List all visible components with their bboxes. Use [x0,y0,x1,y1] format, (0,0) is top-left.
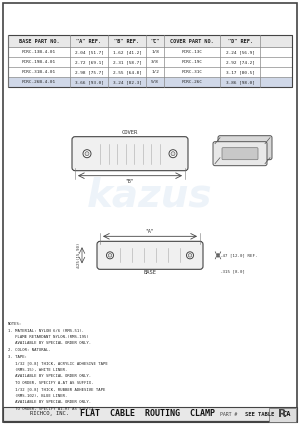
Circle shape [171,152,175,156]
FancyBboxPatch shape [97,241,203,269]
Text: FCRC-13B-4-01: FCRC-13B-4-01 [22,50,56,54]
FancyBboxPatch shape [213,142,267,166]
Bar [8,47,292,57]
Text: R: R [278,409,286,419]
Bar [8,77,292,87]
Text: RICHCO, INC.: RICHCO, INC. [31,411,70,416]
Text: 3/8: 3/8 [151,60,159,64]
FancyBboxPatch shape [222,147,258,160]
Text: 1/2: 1/2 [151,70,159,74]
Text: "A": "A" [146,230,154,234]
Text: SEE TABLE: SEE TABLE [245,411,274,416]
Text: PART #: PART # [220,411,237,416]
Text: 2.55 [64.8]: 2.55 [64.8] [112,70,141,74]
Text: TO ORDER, SPECIFY A-AT AS SUFFIX.: TO ORDER, SPECIFY A-AT AS SUFFIX. [8,380,94,385]
Text: 5/8: 5/8 [151,80,159,84]
Text: 3. TAPE:: 3. TAPE: [8,354,27,359]
Circle shape [85,152,89,156]
Circle shape [83,150,91,158]
Text: FCRC-13C: FCRC-13C [182,50,203,54]
Text: "B": "B" [126,178,134,184]
Bar [8,35,292,47]
Text: FCRC-26B-4-01: FCRC-26B-4-01 [22,80,56,84]
Text: 2.31 [58.7]: 2.31 [58.7] [112,60,141,64]
Text: FCRC-19B-4-01: FCRC-19B-4-01 [22,60,56,64]
Text: kazus: kazus [87,176,213,214]
Text: 1/8: 1/8 [151,50,159,54]
Text: 2.98 [75.7]: 2.98 [75.7] [75,70,104,74]
Text: "C": "C" [150,39,160,43]
Text: COVER: COVER [122,130,138,135]
Text: 1/32 [0.8] THICK, ACRYLIC ADHESIVE TAPE: 1/32 [0.8] THICK, ACRYLIC ADHESIVE TAPE [8,361,108,365]
Text: "A" REF.: "A" REF. [76,39,101,43]
FancyBboxPatch shape [218,136,272,160]
Bar [3,407,297,421]
Text: NOTES:: NOTES: [8,322,22,326]
Bar [8,35,292,87]
Text: "D" REF.: "D" REF. [227,39,253,43]
Text: 2. COLOR: NATURAL.: 2. COLOR: NATURAL. [8,348,51,352]
Bar [269,408,296,422]
Text: .315 [8.0]: .315 [8.0] [220,269,245,273]
Text: COVER PART NO.: COVER PART NO. [170,39,214,43]
Text: FCRC-31B-4-01: FCRC-31B-4-01 [22,70,56,74]
Text: 3.24 [82.3]: 3.24 [82.3] [112,80,141,84]
Text: 3.17 [80.5]: 3.17 [80.5] [226,70,254,74]
Text: (RMS-102), BLUE LINER.: (RMS-102), BLUE LINER. [8,394,68,397]
Bar [8,67,292,77]
Text: 2.92 [74.2]: 2.92 [74.2] [226,60,254,64]
Text: FCRC-26C: FCRC-26C [182,80,203,84]
Text: .625(15.90): .625(15.90) [76,241,80,269]
Circle shape [108,254,112,257]
Text: CA: CA [283,411,291,417]
Circle shape [188,254,192,257]
Text: 3.86 [98.0]: 3.86 [98.0] [226,80,254,84]
Circle shape [187,252,194,259]
Text: .47 [12.0] REF.: .47 [12.0] REF. [220,253,257,257]
Text: 2.24 [56.9]: 2.24 [56.9] [226,50,254,54]
Text: (RMS-15), WHITE LINER.: (RMS-15), WHITE LINER. [8,368,68,371]
FancyBboxPatch shape [72,137,188,171]
Text: FLAT  CABLE  ROUTING  CLAMP: FLAT CABLE ROUTING CLAMP [80,410,215,419]
Text: "B" REF.: "B" REF. [115,39,140,43]
Bar [3,421,297,422]
Circle shape [106,252,113,259]
Text: TO ORDER, SPECIFY A1-RT AS SUFFIX.: TO ORDER, SPECIFY A1-RT AS SUFFIX. [8,406,96,411]
Text: 3.66 [93.0]: 3.66 [93.0] [75,80,104,84]
Bar [8,57,292,67]
Text: AVAILABLE BY SPECIAL ORDER ONLY.: AVAILABLE BY SPECIAL ORDER ONLY. [8,342,91,346]
Text: 2.04 [51.7]: 2.04 [51.7] [75,50,104,54]
Text: AVAILABLE BY SPECIAL ORDER ONLY.: AVAILABLE BY SPECIAL ORDER ONLY. [8,400,91,404]
Text: BASE: BASE [143,270,157,275]
Text: FCRC-31C: FCRC-31C [182,70,203,74]
Text: 1.62 [41.2]: 1.62 [41.2] [112,50,141,54]
Text: AVAILABLE BY SPECIAL ORDER ONLY.: AVAILABLE BY SPECIAL ORDER ONLY. [8,374,91,378]
Text: BASE PART NO.: BASE PART NO. [19,39,59,43]
Text: 1. MATERIAL: NYLON 6/6 (RMS-51).: 1. MATERIAL: NYLON 6/6 (RMS-51). [8,329,84,332]
Text: 2.72 [69.1]: 2.72 [69.1] [75,60,104,64]
Text: 1/32 [0.8] THICK, RUBBER ADHESIVE TAPE: 1/32 [0.8] THICK, RUBBER ADHESIVE TAPE [8,387,105,391]
Circle shape [169,150,177,158]
Text: FCRC-19C: FCRC-19C [182,60,203,64]
Text: FLAME RETARDANT NYLON-(RMS-195): FLAME RETARDANT NYLON-(RMS-195) [8,335,89,339]
